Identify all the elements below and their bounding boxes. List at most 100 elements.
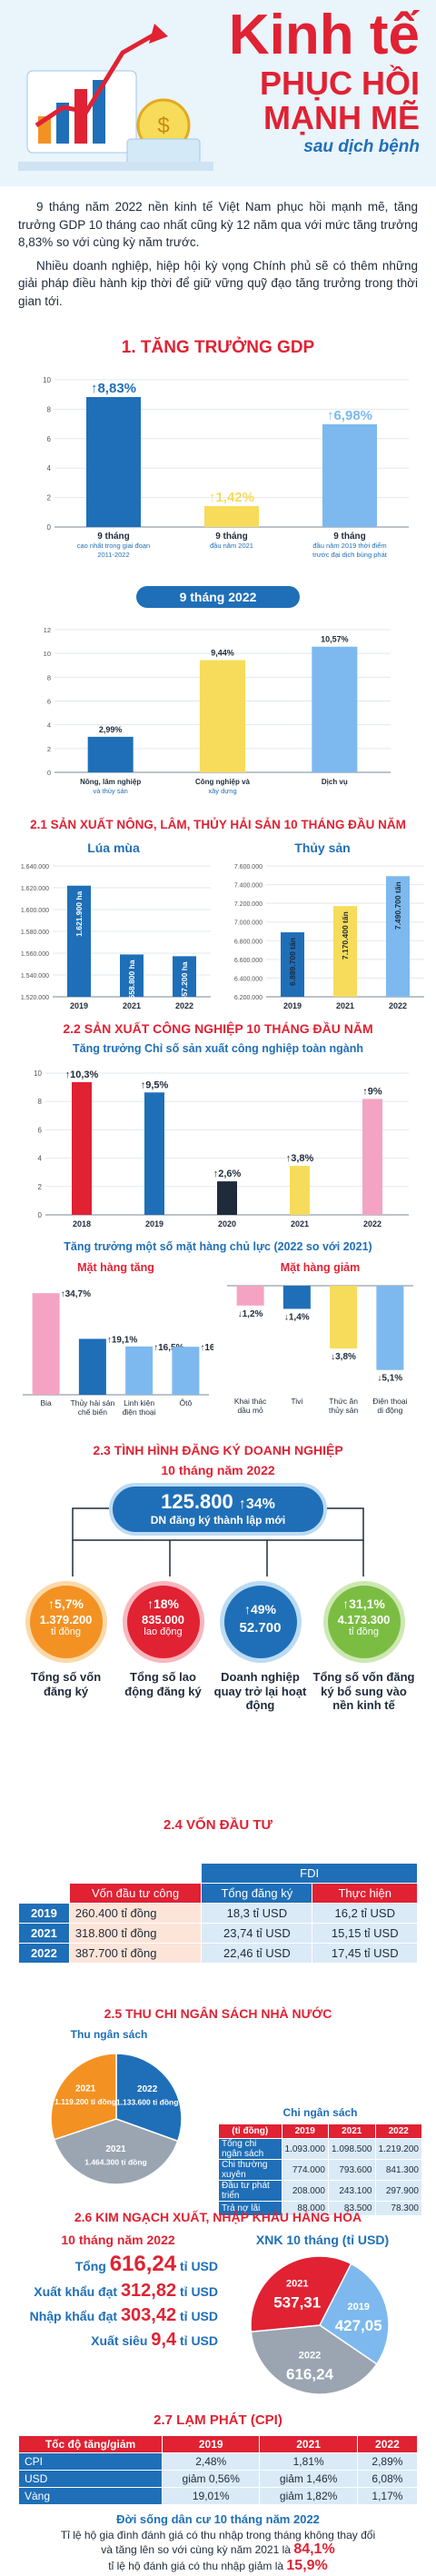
data-label: ↑8,83% (91, 381, 136, 396)
kpi-capital-unit: tỉ đồng (50, 1626, 82, 1637)
category-label: 2018 (73, 1219, 91, 1228)
category-label: chế biến (78, 1407, 107, 1417)
cpi-value: 19,01% (161, 2487, 261, 2505)
key-products-title: Tăng trưởng một số mặt hàng chủ lực (202… (64, 1240, 372, 1253)
hero-title: Kinh tế PHỤC HỒI MẠNH MẼ sau dịch bệnh (229, 7, 420, 156)
data-label: ↑1,42% (209, 490, 254, 505)
category-label: Dịch vụ (322, 778, 348, 786)
hero-title-line2: PHỤC HỒI (259, 65, 420, 102)
spending-label: Trả nợ lãi (218, 2201, 282, 2216)
pie-slice (50, 2053, 117, 2141)
intro-text: 9 tháng năm 2022 nền kinh tế Việt Nam ph… (18, 198, 418, 315)
category-label: và thủy sản (93, 787, 127, 795)
seafood-chart: 6.200.000 6.400.000 6.600.000 6.800.000 7.00… (234, 864, 424, 1010)
category-label: 2022 (389, 1001, 407, 1010)
kpi-labor-unit: lao động (144, 1626, 183, 1637)
table-row: USD giảm 0,56% giảm 1,46% 6,08% (18, 2470, 419, 2488)
data-label: ↑10,3% (65, 1069, 99, 1080)
data-label: ↑9,5% (141, 1079, 169, 1090)
category-label: 2021 (123, 1001, 141, 1010)
table-row: 2022 387.700 tỉ đồng 22,46 tỉ USD 17,45 … (18, 1943, 418, 1964)
y-tick-label: 8 (47, 405, 52, 413)
category-label: 2021 (291, 1219, 309, 1228)
category-label: Khai thác (234, 1397, 267, 1406)
key-down-title: Mặt hàng giảm (280, 1261, 361, 1274)
trade-export-label: Xuất khẩu đạt (34, 2284, 118, 2299)
y-tick-label: 4 (38, 1155, 43, 1163)
category-label: 2011-2022 (97, 551, 129, 559)
category-label: Bia (40, 1398, 52, 1407)
trade-surplus-label: Xuất siêu (91, 2333, 148, 2348)
data-label: 10,57% (321, 635, 349, 644)
table-row: Trả nợ lãi 88.000 83.500 78.300 (218, 2201, 422, 2216)
category-label: Công nghiệp và (195, 778, 251, 786)
spending-value: 1.219.200 (374, 2138, 422, 2160)
category-label: 2022 (175, 1001, 193, 1010)
fdi-year: 2021 (18, 1923, 70, 1944)
kpi-capital-badge: ↑5,7% 1.379.200 tỉ đồng (25, 1581, 107, 1663)
category-label: 2019 (145, 1219, 164, 1228)
hero-title-line3: MẠNH MẼ (263, 99, 420, 136)
y-tick-label: 8 (38, 1098, 43, 1106)
cpi-value: 1,81% (259, 2452, 358, 2471)
kpi-capital-pct: ↑5,7% (48, 1596, 84, 1611)
fdi-public-header: Vốn đầu tư công (68, 1883, 203, 1904)
category-label: 9 tháng (333, 532, 366, 542)
fdi-realized: 16,2 tỉ USD (312, 1903, 418, 1924)
y-tick-label: 8 (47, 673, 51, 681)
section-agri-title: 2.1 SẢN XUẤT NÔNG, LÂM, THỦY HẢI SẢN 10 … (30, 818, 406, 831)
fdi-public: 318.800 tỉ đồng (68, 1923, 203, 1944)
category-label: trước đại dịch bùng phát (312, 551, 388, 559)
section-invest-title: 2.4 VỐN ĐẦU TƯ (164, 1817, 272, 1833)
data-label: 6.889.700 tấn (288, 938, 297, 986)
y-tick-label: 0 (47, 523, 52, 532)
bar (78, 1338, 106, 1395)
kpi-additional-unit: tỉ đồng (348, 1626, 380, 1637)
hero-banner: $ Kinh tế PHỤC HỒI MẠNH MẼ sau dịch bệnh (0, 0, 436, 186)
bar (281, 932, 304, 997)
slice-value: 1.133.600 tỉ đồng (116, 2097, 179, 2106)
cpi-value: giảm 1,46% (259, 2470, 358, 2488)
table-row: 2021 318.800 tỉ đồng 23,74 tỉ USD 15,15 … (18, 1923, 418, 1944)
living-line2-text: và tăng lên so với cùng kỳ năm 2021 là (101, 2543, 291, 2556)
bar (204, 505, 259, 527)
trade-import-label: Nhập khẩu đạt (29, 2309, 118, 2323)
spending-head-year: 2022 (374, 2123, 422, 2139)
fdi-registered-header: Tổng đăng ký (201, 1883, 313, 1904)
fdi-realized: 15,15 tỉ USD (312, 1923, 418, 1944)
spending-label: Tổng chi ngân sách (218, 2138, 282, 2160)
spending-label: Đầu tư phát triển (218, 2180, 282, 2202)
y-tick-label: 10 (44, 650, 51, 658)
hero-title-line4: sau dịch bệnh (303, 137, 420, 156)
fdi-registered: 22,46 tỉ USD (201, 1943, 313, 1964)
cpi-label: CPI (18, 2452, 163, 2471)
cpi-value: 2,89% (356, 2452, 419, 2471)
data-label: ↑16,5% (154, 1343, 183, 1353)
data-label: ↑16,4% (200, 1343, 213, 1353)
table-row: Tổng chi ngân sách 1.093.000 1.098.500 1… (218, 2138, 422, 2160)
business-subtitle: 10 tháng năm 2022 (161, 1463, 275, 1477)
section-trade-title: 2.6 KIM NGẠCH XUẤT, NHẬP KHẨU HÀNG HÓA (74, 2210, 362, 2224)
y-tick-label: 10 (43, 376, 51, 384)
y-tick-label: 2 (47, 494, 52, 502)
bar (173, 956, 196, 997)
cpi-value: giảm 1,82% (259, 2487, 358, 2505)
slice-name: 2021 (75, 2084, 96, 2094)
spending-head-year: 2019 (281, 2123, 329, 2139)
kpi-additional-label: Tổng số vốn đăng ký bổ sung vào nền kinh… (312, 1670, 415, 1713)
business-headline: 125.800 ↑34% DN đăng ký thành lập mới (109, 1483, 327, 1536)
spending-head-year: 2021 (328, 2123, 376, 2139)
y-tick-label: 1.560.000 (21, 951, 49, 958)
table-row: 2019 260.400 tỉ đồng 18,3 tỉ USD 16,2 tỉ… (18, 1903, 418, 1924)
category-label: dầu mỏ (237, 1406, 263, 1415)
cpi-value: 2,48% (161, 2452, 261, 2471)
category-label: đầu năm 2021 (210, 542, 253, 550)
business-headline-percent: ↑34% (238, 1497, 275, 1512)
spending-value: 243.100 (328, 2180, 376, 2202)
bar (67, 885, 91, 997)
fdi-registered: 23,74 tỉ USD (201, 1923, 313, 1944)
kpi-labor-label: Tổng số lao động đăng ký (124, 1670, 202, 1698)
